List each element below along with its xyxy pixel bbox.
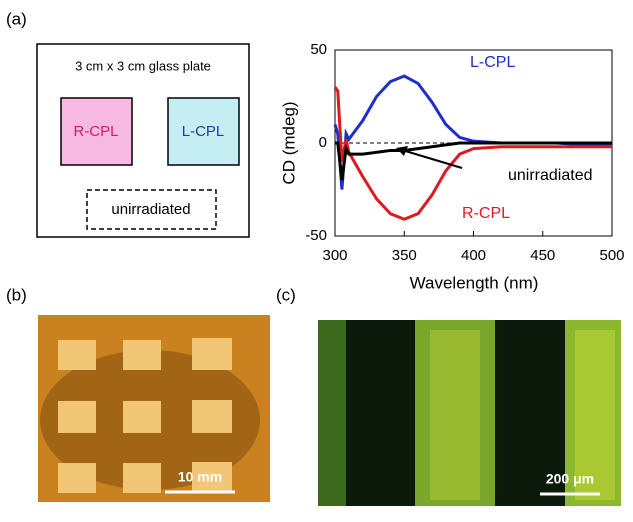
area-label: L-CPL (182, 123, 225, 140)
x-tick-label: 400 (461, 247, 486, 264)
panel-label: (c) (276, 285, 296, 304)
series-label: R-CPL (462, 205, 510, 222)
x-tick-label: 350 (392, 247, 417, 264)
figure: (a) (b) (c) 3 cm x 3 cm glass plate R-CP… (0, 0, 633, 517)
scale-bar-label: 200 μm (546, 471, 594, 487)
arrow (402, 150, 462, 168)
cd-chart: CD (mdeg) Wavelength (nm) -50 0 50 300 350 40… (279, 41, 624, 293)
x-tick-label: 300 (322, 247, 347, 264)
series-label: unirradiated (508, 167, 593, 184)
x-tick-label: 450 (530, 247, 555, 264)
series-label: L-CPL (470, 54, 515, 71)
panel-label: (a) (6, 9, 27, 28)
scale-bar-label: 10 mm (178, 469, 222, 485)
y-tick-label: -50 (305, 227, 327, 244)
area-label: R-CPL (73, 123, 118, 140)
y-axis-label: CD (mdeg) (279, 101, 298, 184)
x-axis-label: Wavelength (nm) (410, 273, 539, 292)
panel-label: (b) (6, 285, 27, 304)
x-tick-label: 500 (599, 247, 624, 264)
y-tick-label: 50 (310, 41, 327, 58)
y-tick-label: 0 (319, 134, 327, 151)
photo-b (38, 315, 270, 502)
area-label: unirradiated (111, 201, 190, 218)
plate-title: 3 cm x 3 cm glass plate (75, 58, 211, 73)
